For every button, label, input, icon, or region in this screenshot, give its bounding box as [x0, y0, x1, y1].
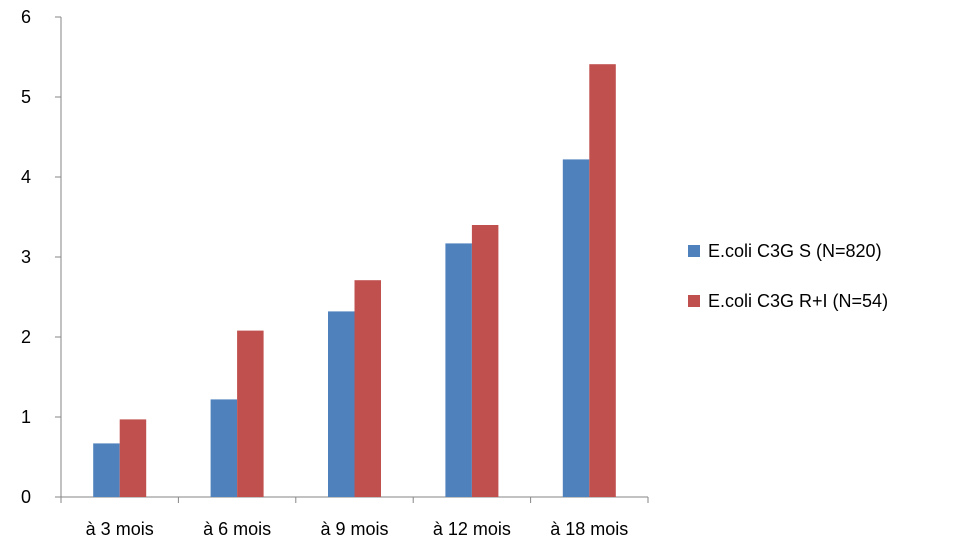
x-tick-label: à 12 mois [433, 519, 511, 539]
bar-series-2-2 [237, 330, 264, 497]
legend-swatch-series-2 [688, 295, 700, 307]
bar-series-1-5 [562, 159, 590, 497]
legend-item-series-2: E.coli C3G R+I (N=54) [688, 290, 888, 312]
x-tick-label: à 6 mois [203, 519, 271, 539]
y-tick-label: 4 [21, 167, 31, 187]
legend-label-series-1: E.coli C3G S (N=820) [708, 240, 882, 261]
x-axis: à 3 mois à 6 mois à 9 mois à 12 mois à 18 mo… [60, 496, 649, 539]
y-axis: 0 1 2 3 4 5 6 [21, 7, 62, 507]
y-tick-label: 1 [21, 407, 31, 427]
bar-series-2-4 [471, 225, 499, 497]
bar-series-1-3 [328, 311, 355, 497]
x-tick-label: à 9 mois [320, 519, 388, 539]
legend-swatch-series-1 [688, 245, 700, 257]
bar-series-2-5 [589, 64, 616, 497]
y-tick-label: 0 [21, 487, 31, 507]
legend: E.coli C3G S (N=820) E.coli C3G R+I (N=5… [688, 240, 888, 340]
x-tick-label: à 3 mois [86, 519, 154, 539]
bar-series-1-1 [93, 443, 120, 497]
bar-series-1-2 [210, 399, 238, 497]
y-tick-label: 3 [21, 247, 31, 267]
y-tick-label: 2 [21, 327, 31, 347]
legend-item-series-1: E.coli C3G S (N=820) [688, 240, 888, 262]
legend-label-series-2: E.coli C3G R+I (N=54) [708, 290, 889, 311]
bars [93, 64, 616, 497]
y-tick-label: 6 [21, 7, 31, 27]
bar-series-2-1 [119, 419, 147, 497]
y-tick-label: 5 [21, 87, 31, 107]
bar-series-2-3 [354, 280, 381, 497]
x-tick-label: à 18 mois [550, 519, 628, 539]
bar-series-1-4 [445, 243, 472, 497]
